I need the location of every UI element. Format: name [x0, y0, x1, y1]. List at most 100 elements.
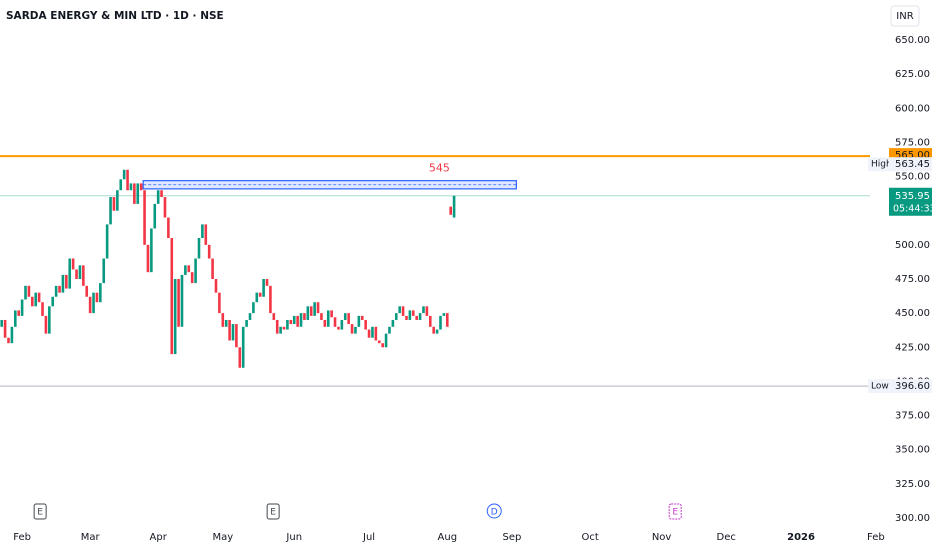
event-marker	[486, 503, 502, 519]
candle-body	[228, 319, 231, 341]
high-value: 563.45	[895, 159, 930, 170]
candle-body	[136, 183, 140, 204]
candle-body	[354, 326, 357, 334]
candle-body	[316, 302, 320, 314]
candle-body	[340, 319, 344, 330]
candle-body	[112, 197, 116, 211]
resistance-label: 565.00	[895, 150, 930, 161]
candle-body	[207, 244, 211, 259]
candle-body	[408, 310, 412, 320]
candle-body	[17, 310, 21, 316]
candle-body	[347, 313, 350, 325]
candle-body	[167, 217, 170, 239]
candle-body	[428, 315, 432, 327]
high-name-box	[868, 157, 889, 172]
candle-body	[31, 296, 34, 307]
candle-body	[337, 326, 340, 330]
candle-body	[27, 285, 31, 297]
y-tick-label: 500.00	[895, 240, 930, 251]
candle-body	[105, 224, 109, 259]
candle-body	[350, 324, 354, 334]
x-tick-label: Apr	[150, 532, 168, 543]
candle-body	[411, 310, 415, 316]
candle-body	[326, 310, 330, 327]
candle-body	[163, 197, 167, 218]
candle-body	[398, 306, 401, 314]
candle-body	[418, 313, 422, 320]
candle-body	[422, 306, 425, 314]
candle-body	[122, 169, 126, 180]
candle-body	[150, 228, 153, 273]
candle-body	[371, 326, 374, 338]
candle-body	[303, 313, 306, 320]
candle-body	[296, 315, 299, 327]
candle-body	[95, 292, 99, 303]
y-tick-label: 475.00	[895, 274, 930, 285]
candle-body	[85, 285, 89, 297]
currency: INR	[896, 11, 913, 22]
candle-body	[218, 292, 221, 314]
candle-body	[405, 315, 408, 320]
y-tick-label: 325.00	[895, 479, 930, 490]
candle-body	[78, 265, 82, 279]
candle-body	[286, 319, 289, 330]
x-tick-label: Dec	[717, 532, 736, 543]
candle-body	[204, 224, 208, 245]
candle-body	[415, 315, 418, 320]
candle-body	[133, 183, 136, 204]
chart-title: SARDA ENERGY & MIN LTD · 1D · NSE	[6, 10, 224, 22]
candle-body	[0, 319, 4, 327]
x-tick-label: Jul	[362, 532, 375, 543]
low-name-box	[868, 379, 889, 394]
y-tick-label: 450.00	[895, 308, 930, 319]
x-tick-label: Feb	[867, 532, 885, 543]
currency-box	[890, 5, 920, 27]
candle-body	[299, 313, 303, 327]
candle-body	[170, 238, 174, 355]
candle-body	[269, 285, 272, 314]
candle-body	[330, 310, 333, 318]
candle-body	[177, 279, 180, 327]
candle-body	[24, 285, 27, 300]
candle-body	[235, 324, 238, 348]
candle-body	[432, 326, 435, 334]
y-tick-label: 375.00	[895, 411, 930, 422]
event-marker	[266, 503, 280, 520]
candle-body	[306, 306, 310, 320]
x-tick-label: Feb	[13, 532, 31, 543]
y-tick-label: 425.00	[895, 342, 930, 353]
candle-body	[65, 274, 68, 289]
candle-body	[214, 279, 218, 293]
x-tick-label: Jun	[285, 532, 302, 543]
candle-body	[99, 283, 102, 303]
candle-body	[309, 306, 313, 316]
candle-body	[262, 279, 265, 297]
candle-body	[343, 313, 347, 320]
candle-body	[265, 279, 269, 286]
candle-body	[37, 292, 41, 303]
candle-body	[160, 190, 163, 198]
x-tick-label: Mar	[81, 532, 101, 543]
y-tick-label: 575.00	[895, 137, 930, 148]
candle-body	[190, 272, 194, 284]
candle-body	[241, 326, 245, 368]
candle-body	[187, 265, 191, 273]
candle-body	[88, 296, 92, 314]
candle-body	[367, 329, 371, 338]
candle-body	[201, 224, 204, 239]
candle-body	[51, 296, 55, 307]
candle-body	[435, 329, 439, 334]
candle-body	[224, 319, 228, 327]
candle-body	[320, 313, 323, 320]
low-value: 396.60	[895, 381, 930, 392]
candle-body	[313, 302, 316, 316]
x-tick-label: Aug	[438, 532, 458, 543]
candle-body	[156, 190, 160, 204]
zone-label: 545	[429, 162, 450, 175]
candle-body	[445, 313, 449, 327]
high-value-box	[889, 157, 932, 172]
candle-body	[279, 326, 282, 334]
candle-body	[377, 340, 381, 344]
event-label: E	[270, 508, 276, 518]
